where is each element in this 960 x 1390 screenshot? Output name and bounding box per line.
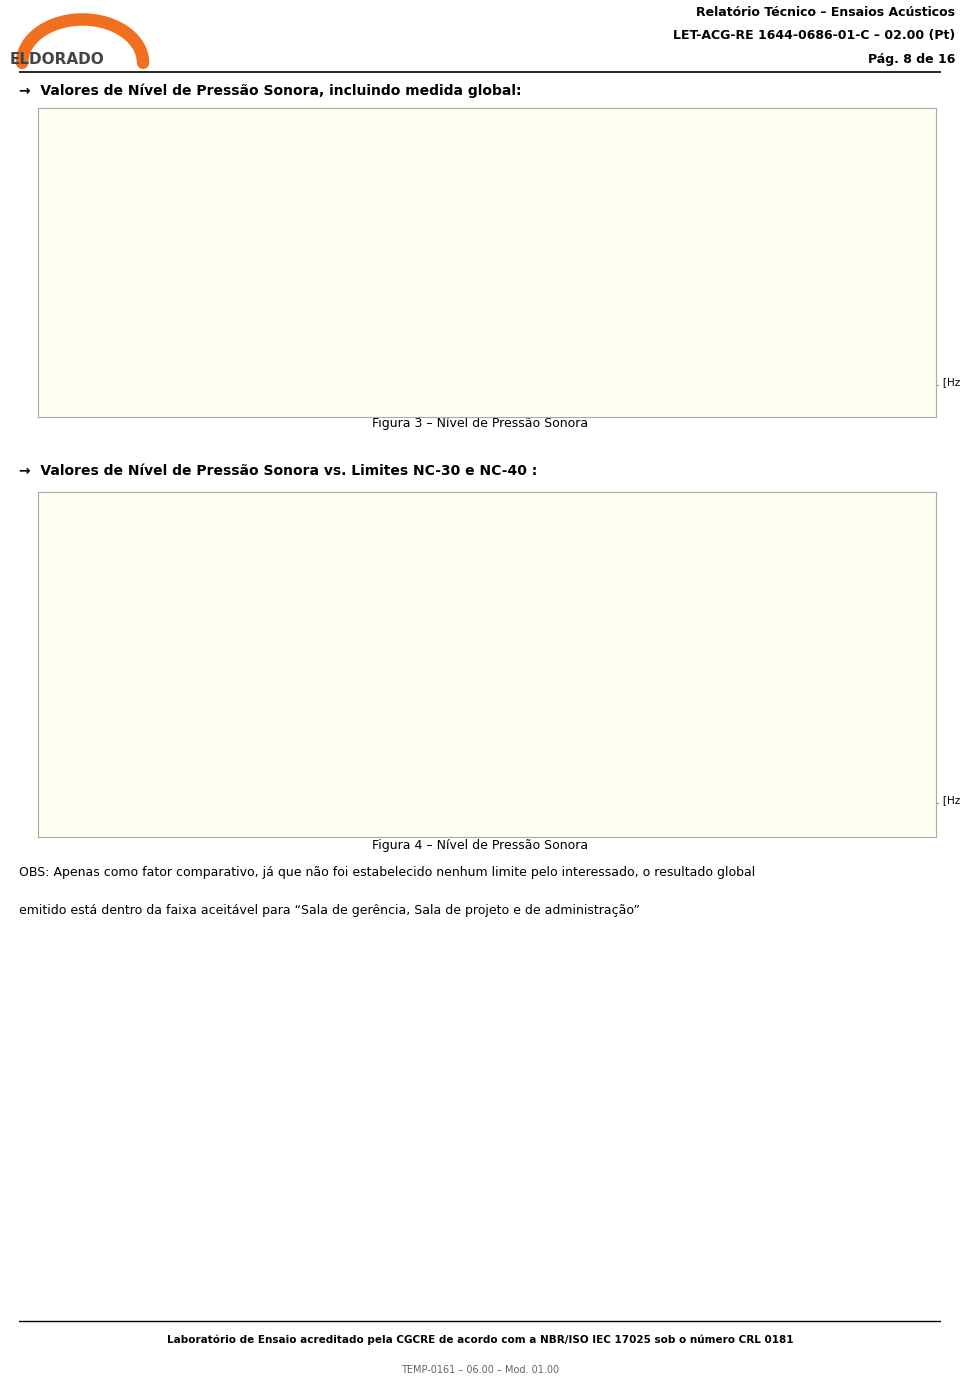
Text: Pág. 8 de 16: Pág. 8 de 16 <box>868 53 955 65</box>
Text: ELDORADO: ELDORADO <box>10 53 105 68</box>
Text: emitido está dentro da faixa aceitável para “Sala de gerência, Sala de projeto e: emitido está dentro da faixa aceitável p… <box>19 904 640 917</box>
Text: →  Valores de Nível de Pressão Sonora vs. Limites NC-30 e NC-40 :: → Valores de Nível de Pressão Sonora vs.… <box>19 464 538 478</box>
Bar <box>724 716 764 778</box>
Bar <box>268 259 304 361</box>
Legend: Idle, Operating, Inf., Sup.: Idle, Operating, Inf., Sup. <box>307 378 579 396</box>
Text: TEMP-0161 – 06.00 – Mod. 01.00: TEMP-0161 – 06.00 – Mod. 01.00 <box>401 1365 559 1375</box>
Bar <box>613 324 650 361</box>
Bar <box>180 734 222 778</box>
Bar <box>791 763 832 778</box>
Bar <box>140 737 180 778</box>
Bar <box>832 742 873 778</box>
Text: Freq. [Hz]: Freq. [Hz] <box>914 796 960 806</box>
Bar <box>708 343 745 361</box>
Y-axis label: Nível Pressão Sonora [dBA]: Nível Pressão Sonora [dBA] <box>57 174 67 316</box>
Bar <box>615 687 656 778</box>
Bar <box>249 717 289 778</box>
Bar <box>517 270 554 361</box>
Y-axis label: Nível Pressão Sonora [dBA]: Nível Pressão Sonora [dBA] <box>57 578 67 721</box>
Text: Freq. [Hz]: Freq. [Hz] <box>914 378 960 388</box>
Bar <box>422 289 459 361</box>
Bar <box>745 314 781 361</box>
Text: Relatório Técnico – Ensaios Acústicos: Relatório Técnico – Ensaios Acústicos <box>696 6 955 19</box>
Bar <box>650 282 685 361</box>
Bar <box>507 688 547 778</box>
Text: OBS: Apenas como fator comparativo, já que não foi estabelecido nenhum limite pe: OBS: Apenas como fator comparativo, já q… <box>19 866 756 878</box>
Text: Figura 4 – Nível de Pressão Sonora: Figura 4 – Nível de Pressão Sonora <box>372 838 588 852</box>
Bar <box>327 270 363 361</box>
Text: LET-ACG-RE 1644-0686-01-C – 02.00 (Pt): LET-ACG-RE 1644-0686-01-C – 02.00 (Pt) <box>673 29 955 43</box>
Title: Nível de Pressão Sonora - Posição do Operador [dB]: Nível de Pressão Sonora - Posição do Ope… <box>303 110 709 124</box>
Bar <box>804 247 840 361</box>
Bar <box>357 706 397 778</box>
Bar <box>397 682 439 778</box>
Text: →  Valores de Nível de Pressão Sonora, incluindo medida global:: → Valores de Nível de Pressão Sonora, in… <box>19 83 521 97</box>
Bar <box>466 721 507 778</box>
Bar <box>840 217 876 361</box>
Bar <box>574 706 615 778</box>
Bar <box>459 247 495 361</box>
Bar <box>554 245 590 361</box>
Bar <box>289 698 330 778</box>
Title: Nível de Pressão Sonora - Posição do Operador [dB]: Nível de Pressão Sonora - Posição do Ope… <box>303 503 709 517</box>
Text: Figura 3 – Nível de Pressão Sonora: Figura 3 – Nível de Pressão Sonora <box>372 417 588 431</box>
Legend: Idle, Operating, NC-25, NC-35: Idle, Operating, NC-25, NC-35 <box>294 799 592 817</box>
Text: Laboratório de Ensaio acreditado pela CGCRE de acordo com a NBR/ISO IEC 17025 so: Laboratório de Ensaio acreditado pela CG… <box>167 1334 793 1346</box>
Bar <box>363 240 399 361</box>
Bar <box>683 749 724 778</box>
Bar <box>173 306 208 361</box>
Bar <box>231 285 268 361</box>
Bar <box>136 307 173 361</box>
